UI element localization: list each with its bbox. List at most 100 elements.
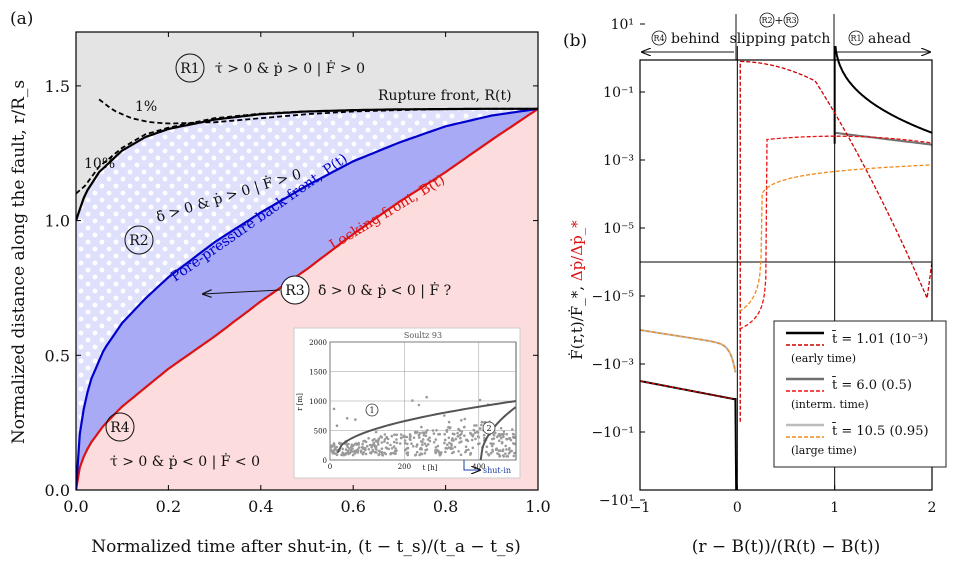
inset-point (512, 435, 515, 439)
inset-point (376, 441, 380, 444)
inset-point (395, 441, 399, 445)
inset-point (428, 436, 431, 440)
inset-point (344, 453, 347, 456)
inset-point (353, 451, 356, 454)
inset-point (475, 424, 478, 427)
inset-point (417, 403, 421, 407)
inset-point (406, 453, 410, 457)
inset-point (494, 431, 497, 435)
svg-text:R3: R3 (785, 16, 796, 25)
inset-point (445, 447, 449, 450)
inset-point (419, 446, 423, 450)
inset-point (424, 448, 427, 452)
inset-point (456, 435, 460, 438)
inset-point (346, 445, 349, 449)
panel-b-top-labels: R4 behind R2 + R3 slipping patch R1 ahea… (642, 12, 930, 60)
inset-point (471, 434, 475, 438)
inset-point (383, 438, 387, 441)
inset-point (428, 439, 432, 443)
inset-point (406, 442, 409, 446)
inset-point (423, 431, 426, 435)
x-tick-label: 2 (928, 500, 937, 516)
inset-point (354, 418, 357, 421)
y-tick-label: −10¹ (599, 493, 634, 509)
inset-point (349, 448, 353, 452)
x-tick-label: 0.0 (63, 497, 88, 516)
inset-point (487, 453, 491, 457)
inset-y-tick: 1000 (309, 398, 327, 406)
inset-point (443, 432, 447, 436)
inset-point (421, 443, 424, 447)
inset-point (341, 447, 345, 451)
region-r4-text: τ̇ > 0 & ṗ < 0 | Ḟ < 0 (110, 452, 260, 470)
inset-point (438, 452, 441, 455)
inset-point (500, 432, 503, 436)
inset-point (345, 443, 349, 447)
inset-y-tick: 1500 (309, 369, 327, 377)
inset-point (498, 455, 501, 458)
inset-point (375, 451, 378, 454)
inset-point (502, 432, 506, 436)
inset-point (465, 438, 469, 442)
inset-region-1-label: 1 (369, 406, 374, 415)
inset-point (467, 448, 470, 452)
inset-point (384, 452, 388, 456)
inset-point (394, 447, 397, 450)
inset-point (399, 433, 403, 436)
inset-point (491, 442, 494, 446)
inset-point (450, 444, 454, 447)
inset-shutin-label: shut-in (483, 466, 511, 475)
inset-point (335, 424, 339, 428)
inset-point (443, 438, 447, 442)
inset-point (335, 453, 339, 457)
inset-point (333, 443, 336, 447)
inset-point (485, 450, 488, 454)
inset-region-2 (482, 421, 496, 435)
early-pressure-line (640, 380, 737, 401)
inset-point (380, 447, 384, 451)
large-pressure-ahead (738, 164, 932, 313)
inset-point (415, 431, 419, 434)
svg-text:R2: R2 (129, 233, 148, 249)
inset-point (497, 453, 501, 456)
inset-point (365, 444, 369, 448)
inset-point (359, 451, 363, 454)
inset-point (438, 432, 442, 436)
inset-point (418, 431, 422, 435)
inset-point (460, 419, 463, 422)
inset-point (363, 439, 367, 443)
inset-point (489, 452, 493, 455)
inset-point (403, 441, 407, 445)
y-tick-label: 0.5 (45, 346, 70, 365)
y-tick-label: 10⁻¹ (603, 85, 634, 101)
inset-point (478, 442, 481, 445)
inset-point (499, 426, 503, 430)
contour-1pct-label: 1% (135, 99, 157, 115)
inset-point (454, 437, 458, 441)
inset-point (380, 436, 384, 439)
inset-point (385, 436, 388, 440)
interm-force-ahead (835, 131, 932, 146)
y-tick-label: −10⁻³ (591, 357, 634, 373)
inset-shutin-arrow (463, 460, 480, 470)
inset-point (403, 435, 407, 439)
inset-point (498, 434, 502, 438)
inset-point (380, 453, 384, 456)
svg-text:+: + (774, 14, 783, 27)
inset-point (490, 444, 494, 448)
inset-point (424, 434, 428, 438)
inset-point (385, 447, 389, 450)
inset-point (390, 434, 394, 438)
inset-point (447, 420, 451, 424)
inset-point (394, 452, 397, 455)
inset-point (434, 438, 438, 441)
y-tick-label: −10⁻⁵ (591, 289, 634, 305)
svg-text:R1: R1 (180, 61, 199, 77)
inset-point (473, 431, 477, 435)
inset-point (408, 437, 412, 441)
inset-title: Soultz 93 (404, 331, 442, 340)
inset-point (508, 436, 512, 440)
inset-point (502, 455, 506, 458)
